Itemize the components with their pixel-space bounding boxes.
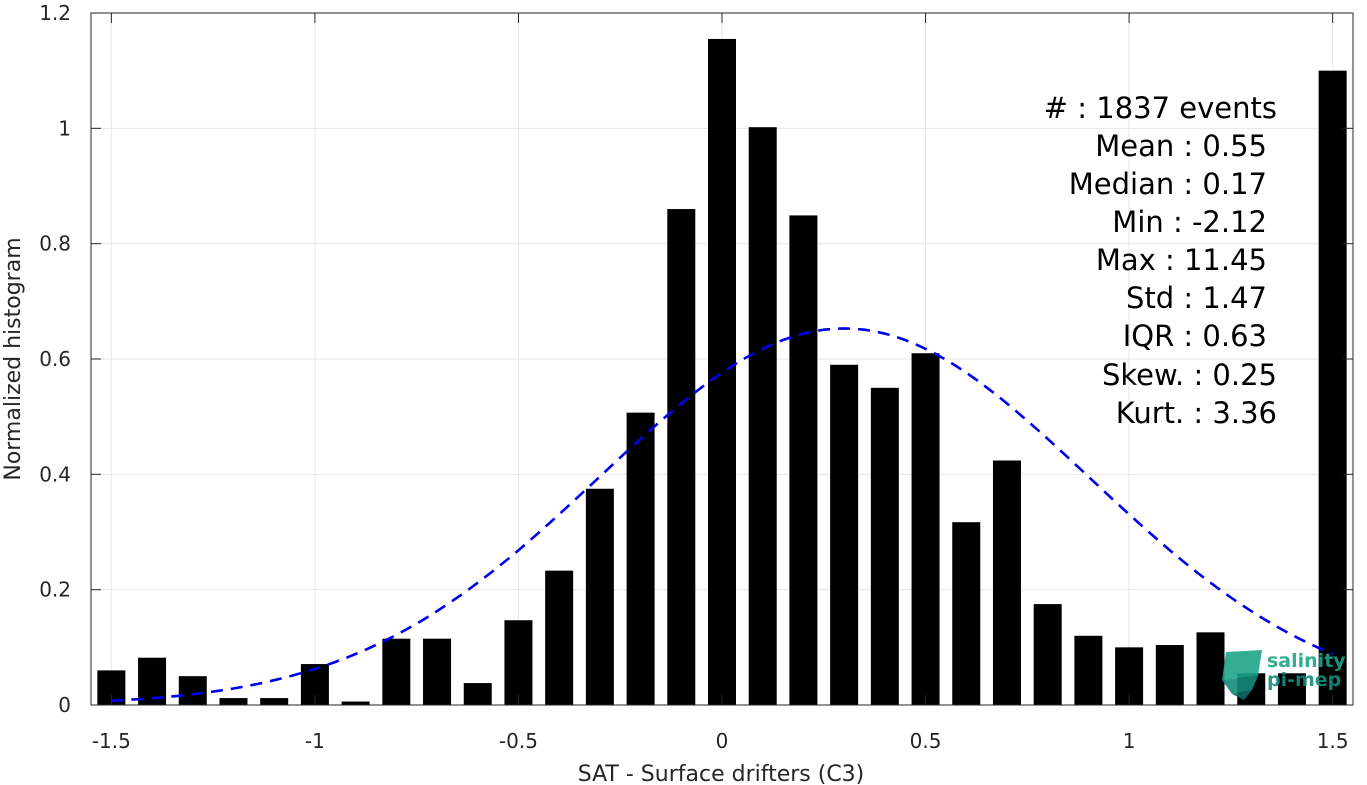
x-tick-label: 1 [1123, 729, 1136, 753]
histogram-bar [1196, 632, 1225, 705]
stat-max: Max : 11.45 [1096, 243, 1267, 277]
histogram-bar [1074, 635, 1103, 705]
x-axis-label: SAT - Surface drifters (C3) [578, 762, 865, 785]
histogram-bar [870, 387, 899, 705]
x-tick-labels: -1.5 -1 -0.5 0 0.5 1 1.5 [92, 729, 1349, 753]
histogram-bar [911, 353, 940, 705]
y-tick-labels: 0 0.2 0.4 0.6 0.8 1 1.2 [39, 1, 71, 717]
histogram-bar [260, 698, 289, 705]
histogram-bar [1033, 604, 1062, 705]
y-tick-label: 0.8 [39, 232, 71, 256]
histogram-bar [1277, 673, 1306, 705]
salinity-pimep-logo: salinity pi-mep [1222, 650, 1346, 700]
logo-mark-bottom [1232, 690, 1252, 700]
histogram-bar [423, 638, 452, 705]
histogram-bar [952, 522, 981, 705]
x-tick-label: 0.5 [910, 729, 942, 753]
histogram-bar [1155, 645, 1184, 705]
stat-median: Median : 0.17 [1069, 167, 1267, 201]
histogram-bar [585, 488, 614, 705]
histogram-bar [382, 638, 411, 705]
logo-text-salinity: salinity [1267, 650, 1346, 672]
x-tick-label: -1.5 [92, 729, 131, 753]
y-tick-label: 0.6 [39, 347, 71, 371]
y-tick-label: 0.4 [39, 462, 71, 486]
stats-annotation: # : 1837 events Mean : 0.55 Median : 0.1… [1044, 91, 1277, 430]
gaussian-fit-curve [111, 327, 1334, 703]
stat-skew: Skew. : 0.25 [1102, 358, 1277, 392]
histogram-bar [463, 683, 492, 705]
histogram-bar [545, 570, 574, 705]
histogram-bar [1318, 70, 1347, 705]
x-tick-label: 0 [716, 729, 729, 753]
histogram-bar [341, 701, 370, 705]
x-tick-label: -0.5 [499, 729, 538, 753]
y-axis-label: Normalized histogram [1, 237, 26, 480]
histogram-bar [708, 38, 736, 705]
logo-text-pimep: pi-mep [1267, 669, 1341, 691]
logo-mark-top [1222, 650, 1262, 680]
x-tick-label: 1.5 [1317, 729, 1349, 753]
histogram-bar [219, 698, 248, 705]
histogram-bar [626, 412, 655, 705]
histogram-bar [504, 620, 533, 705]
tick-marks [91, 12, 1353, 706]
stat-mean: Mean : 0.55 [1095, 129, 1267, 163]
histogram-bar [178, 676, 207, 705]
y-tick-label: 1.2 [39, 1, 71, 25]
y-tick-label: 1 [58, 116, 71, 140]
stat-min: Min : -2.12 [1112, 205, 1267, 239]
stat-events: # : 1837 events [1044, 91, 1277, 125]
logo-mark-middle [1222, 676, 1258, 694]
y-tick-label: 0.2 [39, 578, 71, 602]
stat-iqr: IQR : 0.63 [1123, 319, 1267, 353]
histogram-bar [667, 209, 696, 706]
stat-std: Std : 1.47 [1126, 281, 1267, 315]
histogram-bar [748, 127, 777, 706]
stat-kurt: Kurt. : 3.36 [1116, 396, 1277, 430]
histogram-bar [830, 364, 859, 705]
y-tick-label: 0 [58, 693, 71, 717]
histogram-bar [789, 215, 818, 705]
histogram-bar [992, 460, 1021, 705]
x-tick-label: -1 [305, 729, 325, 753]
